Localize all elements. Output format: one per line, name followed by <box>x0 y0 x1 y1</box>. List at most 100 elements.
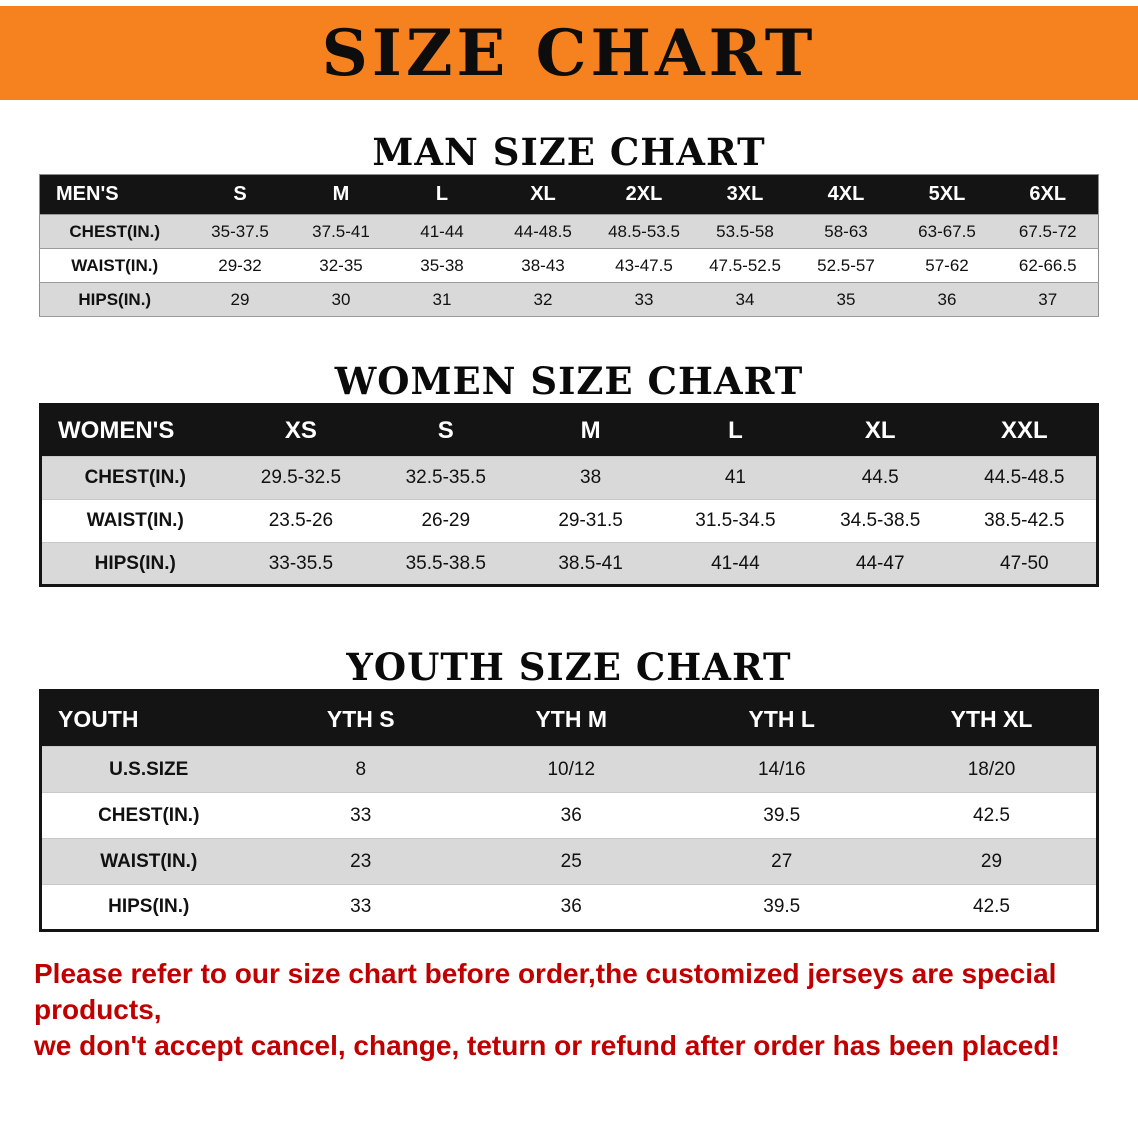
row-label: CHEST(IN.) <box>98 804 200 826</box>
table-row: WAIST(IN.) 23.5-26 26-29 29-31.5 31.5-34… <box>40 500 1098 543</box>
size-value-cell: 38-43 <box>521 255 565 275</box>
size-column-header: 5XL <box>896 174 998 215</box>
size-column-header: XL <box>807 404 953 457</box>
size-value-cell: 44-47 <box>807 542 953 586</box>
men-table-corner-label: MEN'S <box>39 174 190 215</box>
size-value-cell: 39.5 <box>763 804 801 826</box>
women-table-corner-label: WOMEN'S <box>40 404 229 457</box>
size-value-cell: 34.5-38.5 <box>840 510 921 531</box>
size-column-header: 2XL <box>593 174 695 215</box>
size-value-cell: 42.5 <box>973 896 1010 917</box>
banner: SIZE CHART <box>0 6 1138 100</box>
size-value-cell: 67.5-72 <box>997 214 1099 249</box>
size-value-cell: 23 <box>255 838 466 885</box>
size-value-cell: 29 <box>887 838 1098 885</box>
youth-size-table: YOUTH YTH S YTH M YTH L YTH XL U.S.SIZE … <box>39 689 1099 932</box>
size-value-cell: 33 <box>350 804 372 826</box>
size-value-cell: 48.5-53.5 <box>593 214 695 249</box>
size-value-cell: 42.5 <box>973 804 1010 826</box>
size-value-cell: 44.5-48.5 <box>952 456 1098 500</box>
page-title: SIZE CHART <box>321 15 817 91</box>
size-column-header: YTH XL <box>887 690 1098 747</box>
size-value-cell: 34 <box>694 282 796 317</box>
table-row: HIPS(IN.) 29 30 31 32 33 34 35 36 37 <box>39 282 1099 317</box>
size-column-header: S <box>373 404 519 457</box>
size-value-cell: 47.5-52.5 <box>709 255 781 275</box>
table-row: CHEST(IN.) 29.5-32.5 32.5-35.5 38 41 44.… <box>40 456 1098 500</box>
size-value-cell: 26-29 <box>421 510 471 531</box>
row-label: WAIST(IN.) <box>71 255 159 275</box>
size-column-header: 6XL <box>997 174 1099 215</box>
table-row: HIPS(IN.) 33-35.5 35.5-38.5 38.5-41 41-4… <box>40 542 1098 586</box>
size-value-cell: 38.5-41 <box>518 542 663 586</box>
size-value-cell: 8 <box>255 746 466 793</box>
size-value-cell: 38.5-42.5 <box>984 510 1065 531</box>
size-column-header: L <box>662 404 808 457</box>
size-value-cell: 32-35 <box>319 255 363 275</box>
table-row: CHEST(IN.) 35-37.5 37.5-41 41-44 44-48.5… <box>39 214 1099 249</box>
size-value-cell: 35.5-38.5 <box>373 542 519 586</box>
men-header-row: MEN'S S M L XL 2XL 3XL 4XL 5XL 6XL <box>39 174 1099 215</box>
row-label: CHEST(IN.) <box>40 456 229 500</box>
youth-table-corner-label: YOUTH <box>40 690 256 747</box>
row-label: HIPS(IN.) <box>40 542 229 586</box>
size-value-cell: 37.5-41 <box>290 214 392 249</box>
size-value-cell: 38 <box>518 456 663 500</box>
size-value-cell: 47-50 <box>952 542 1098 586</box>
size-value-cell: 62-66.5 <box>1018 255 1077 275</box>
size-value-cell: 36 <box>896 282 998 317</box>
size-value-cell: 33 <box>593 282 695 317</box>
row-label: WAIST(IN.) <box>40 838 256 885</box>
size-value-cell: 41-44 <box>662 542 808 586</box>
row-label: WAIST(IN.) <box>86 510 184 531</box>
disclaimer-line-2: we don't accept cancel, change, teturn o… <box>34 1029 1060 1061</box>
size-column-header: YTH S <box>255 690 466 747</box>
size-value-cell: 33 <box>350 896 372 917</box>
size-value-cell: 57-62 <box>925 255 969 275</box>
size-column-header: M <box>290 174 392 215</box>
table-row: WAIST(IN.) 23 25 27 29 <box>40 838 1098 885</box>
size-column-header: S <box>189 174 291 215</box>
size-value-cell: 41-44 <box>391 214 493 249</box>
women-section-heading: WOMEN SIZE CHART <box>334 359 804 403</box>
size-value-cell: 35-38 <box>420 255 464 275</box>
size-value-cell: 35 <box>795 282 897 317</box>
size-value-cell: 10/12 <box>466 746 677 793</box>
size-value-cell: 52.5-57 <box>817 255 875 275</box>
men-size-table: MEN'S S M L XL 2XL 3XL 4XL 5XL 6XL CHEST… <box>39 174 1099 317</box>
size-value-cell: 44.5 <box>807 456 953 500</box>
size-value-cell: 31.5-34.5 <box>695 510 776 531</box>
size-value-cell: 32 <box>492 282 594 317</box>
size-value-cell: 25 <box>466 838 677 885</box>
size-value-cell: 63-67.5 <box>896 214 998 249</box>
size-value-cell: 29-32 <box>218 255 262 275</box>
size-value-cell: 14/16 <box>676 746 887 793</box>
row-label: U.S.SIZE <box>40 746 256 793</box>
table-row: WAIST(IN.) 29-32 32-35 35-38 38-43 43-47… <box>39 249 1099 283</box>
size-column-header: M <box>518 404 663 457</box>
disclaimer-line-1: Please refer to our size chart before or… <box>34 958 1057 1025</box>
men-section-heading: MAN SIZE CHART <box>372 130 766 174</box>
size-column-header: 3XL <box>694 174 796 215</box>
size-value-cell: 32.5-35.5 <box>373 456 519 500</box>
size-value-cell: 36 <box>560 896 582 917</box>
table-row: HIPS(IN.) 33 36 39.5 42.5 <box>40 885 1098 931</box>
size-value-cell: 43-47.5 <box>615 255 673 275</box>
row-label: HIPS(IN.) <box>39 282 190 317</box>
size-value-cell: 39.5 <box>763 896 801 917</box>
disclaimer-note: Please refer to our size chart before or… <box>0 956 1138 1063</box>
women-header-row: WOMEN'S XS S M L XL XXL <box>40 404 1098 457</box>
size-value-cell: 37 <box>997 282 1099 317</box>
size-column-header: XXL <box>952 404 1098 457</box>
size-value-cell: 44-48.5 <box>492 214 594 249</box>
size-value-cell: 58-63 <box>795 214 897 249</box>
size-value-cell: 30 <box>290 282 392 317</box>
size-value-cell: 41 <box>662 456 808 500</box>
table-row: CHEST(IN.) 33 36 39.5 42.5 <box>40 793 1098 839</box>
size-value-cell: 31 <box>391 282 493 317</box>
youth-section-heading: YOUTH SIZE CHART <box>346 645 792 689</box>
size-column-header: YTH L <box>676 690 887 747</box>
size-column-header: YTH M <box>466 690 677 747</box>
size-column-header: L <box>391 174 493 215</box>
